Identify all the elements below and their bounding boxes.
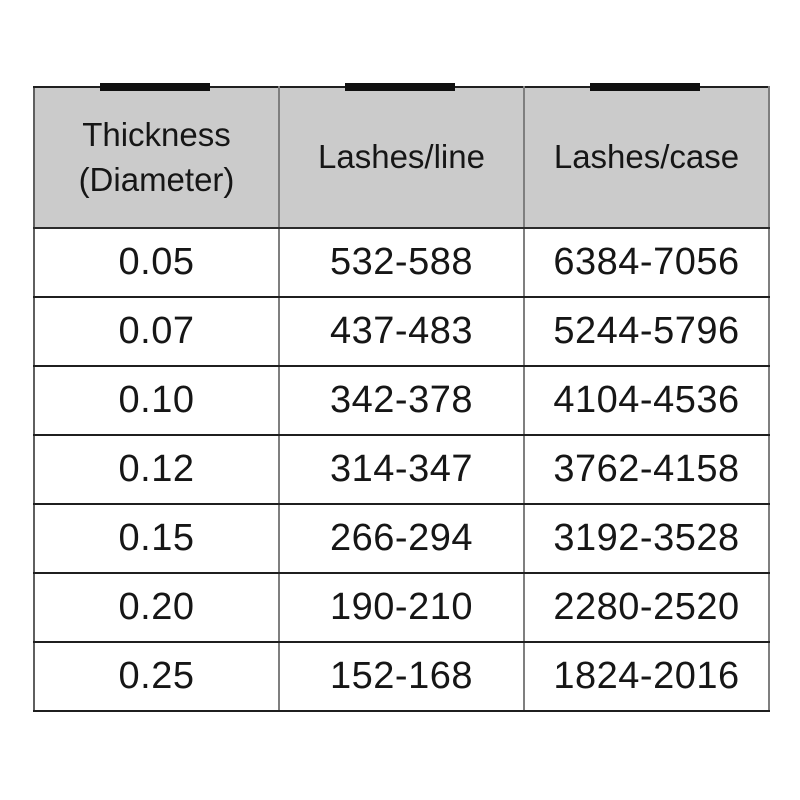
- cell-lashes-case: 3762-4158: [524, 435, 770, 505]
- cell-lashes-case: 4104-4536: [524, 366, 770, 436]
- cell-thickness: 0.15: [34, 504, 280, 574]
- cell-lashes-line: 314-347: [279, 435, 525, 505]
- cell-lashes-line: 342-378: [279, 366, 525, 436]
- spec-table: Thickness (Diameter) Lashes/line Lashes/…: [33, 83, 770, 712]
- table-row: 0.10 342-378 4104-4536: [34, 366, 770, 436]
- cell-thickness: 0.20: [34, 573, 280, 643]
- cell-thickness: 0.05: [34, 228, 280, 298]
- column-top-bar-lashes-line: [345, 83, 455, 91]
- table-row: 0.05 532-588 6384-7056: [34, 228, 770, 298]
- cell-lashes-case: 1824-2016: [524, 642, 770, 712]
- cell-lashes-line: 190-210: [279, 573, 525, 643]
- column-header-thickness: Thickness (Diameter): [34, 87, 280, 229]
- column-top-bar-thickness: [100, 83, 210, 91]
- column-top-bar-lashes-case: [590, 83, 700, 91]
- cell-lashes-line: 437-483: [279, 297, 525, 367]
- cell-lashes-case: 5244-5796: [524, 297, 770, 367]
- cell-lashes-line: 532-588: [279, 228, 525, 298]
- table-row: 0.25 152-168 1824-2016: [34, 642, 770, 712]
- column-header-lashes-line: Lashes/line: [279, 87, 525, 229]
- cell-lashes-line: 266-294: [279, 504, 525, 574]
- cell-thickness: 0.10: [34, 366, 280, 436]
- cell-lashes-case: 2280-2520: [524, 573, 770, 643]
- cell-lashes-line: 152-168: [279, 642, 525, 712]
- data-table: Thickness (Diameter) Lashes/line Lashes/…: [33, 86, 770, 712]
- cell-lashes-case: 6384-7056: [524, 228, 770, 298]
- header-row: Thickness (Diameter) Lashes/line Lashes/…: [34, 87, 770, 229]
- column-header-lashes-case: Lashes/case: [524, 87, 770, 229]
- table-row: 0.07 437-483 5244-5796: [34, 297, 770, 367]
- cell-thickness: 0.07: [34, 297, 280, 367]
- cell-lashes-case: 3192-3528: [524, 504, 770, 574]
- table-row: 0.12 314-347 3762-4158: [34, 435, 770, 505]
- table-row: 0.20 190-210 2280-2520: [34, 573, 770, 643]
- cell-thickness: 0.12: [34, 435, 280, 505]
- table-row: 0.15 266-294 3192-3528: [34, 504, 770, 574]
- cell-thickness: 0.25: [34, 642, 280, 712]
